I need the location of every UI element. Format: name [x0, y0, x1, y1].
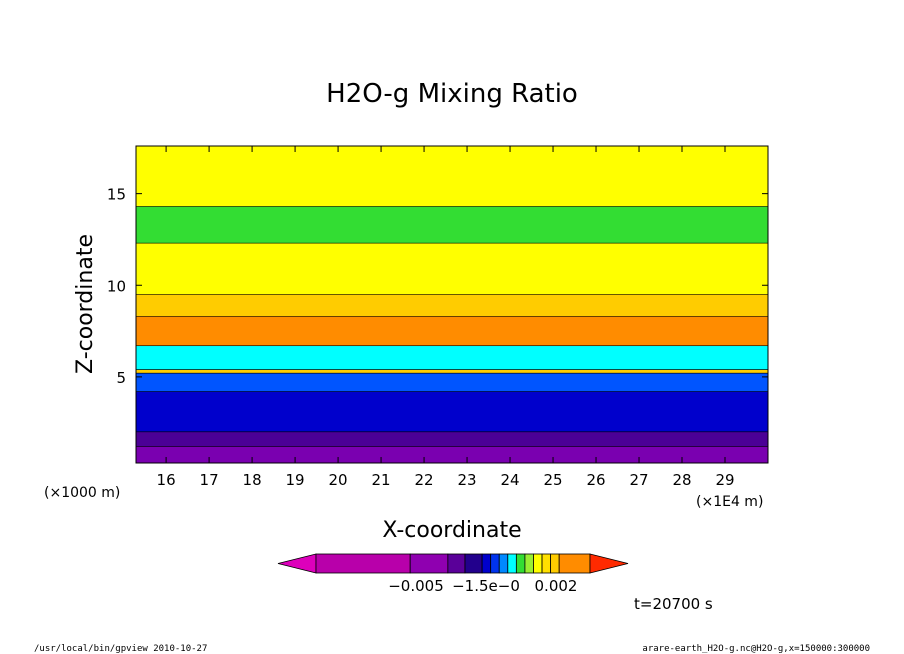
colorbar-segment-10 — [533, 553, 543, 574]
y-tick-label-1: 10 — [107, 277, 126, 295]
colorbar-segment-0 — [315, 553, 411, 574]
colorbar-segment-4 — [481, 553, 492, 574]
colorbar-segment-8 — [515, 553, 526, 574]
x-tick-label-12: 28 — [672, 471, 691, 489]
y-tick-label-2: 15 — [107, 186, 126, 204]
y-axis-label: Z-coordinate — [73, 234, 98, 374]
colorbar-segment-13 — [558, 553, 591, 574]
x-axis-label: X-coordinate — [382, 518, 521, 543]
time-label: t=20700 s — [634, 595, 713, 613]
x-tick-label-6: 22 — [415, 471, 434, 489]
colorbar-segment-1 — [409, 553, 449, 574]
colorbar-label-0: −0.005 — [388, 577, 444, 595]
contour-field — [136, 146, 768, 463]
plot-frame — [135, 145, 769, 464]
colorbar-low-extension — [277, 553, 317, 574]
x-tick-label-11: 27 — [629, 471, 648, 489]
x-tick-label-7: 23 — [458, 471, 477, 489]
x-axis: 16 17 18 19 20 21 22 23 24 25 26 27 28 29 — [157, 146, 735, 489]
colorbar-segment-9 — [524, 553, 534, 574]
y-axis: 5 10 15 — [107, 186, 768, 387]
x-tick-label-8: 24 — [500, 471, 519, 489]
x-tick-label-10: 26 — [586, 471, 605, 489]
x-tick-label-5: 21 — [372, 471, 391, 489]
contour-band-1 — [136, 206, 768, 244]
x-unit-left-label: (×1000 m) — [44, 485, 120, 501]
x-tick-label-3: 19 — [286, 471, 305, 489]
colorbar-segment-11 — [541, 553, 552, 574]
x-tick-label-1: 17 — [200, 471, 219, 489]
colorbar-labels: −0.005 −1.5e−0 0.002 — [388, 577, 577, 595]
contour-band-8 — [136, 446, 768, 463]
colorbar — [277, 553, 629, 574]
contour-band-4 — [136, 345, 768, 370]
chart-title: H2O-g Mixing Ratio — [326, 79, 578, 109]
footer-left-text: /usr/local/bin/gpview 2010-10-27 — [34, 644, 207, 654]
x-tick-label-2: 18 — [243, 471, 262, 489]
colorbar-high-extension — [589, 553, 629, 574]
footer-right-text: arare-earth_H2O-g.nc@H2O-g,x=150000:3000… — [642, 644, 870, 654]
x-tick-label-0: 16 — [157, 471, 176, 489]
x-tick-label-13: 29 — [715, 471, 734, 489]
colorbar-segment-6 — [498, 553, 509, 574]
colorbar-segment-5 — [490, 553, 500, 574]
x-unit-right-label: (×1E4 m) — [696, 494, 763, 510]
contour-band-6 — [136, 391, 768, 433]
colorbar-label-2: 0.002 — [535, 577, 578, 595]
x-tick-label-9: 25 — [543, 471, 562, 489]
colorbar-segment-3 — [464, 553, 483, 574]
colorbar-segment-7 — [507, 553, 517, 574]
colorbar-segment-12 — [550, 553, 560, 574]
y-tick-label-0: 5 — [116, 369, 126, 387]
colorbar-segment-2 — [447, 553, 466, 574]
x-tick-label-4: 20 — [329, 471, 348, 489]
colorbar-label-1: −1.5e−0 — [452, 577, 520, 595]
